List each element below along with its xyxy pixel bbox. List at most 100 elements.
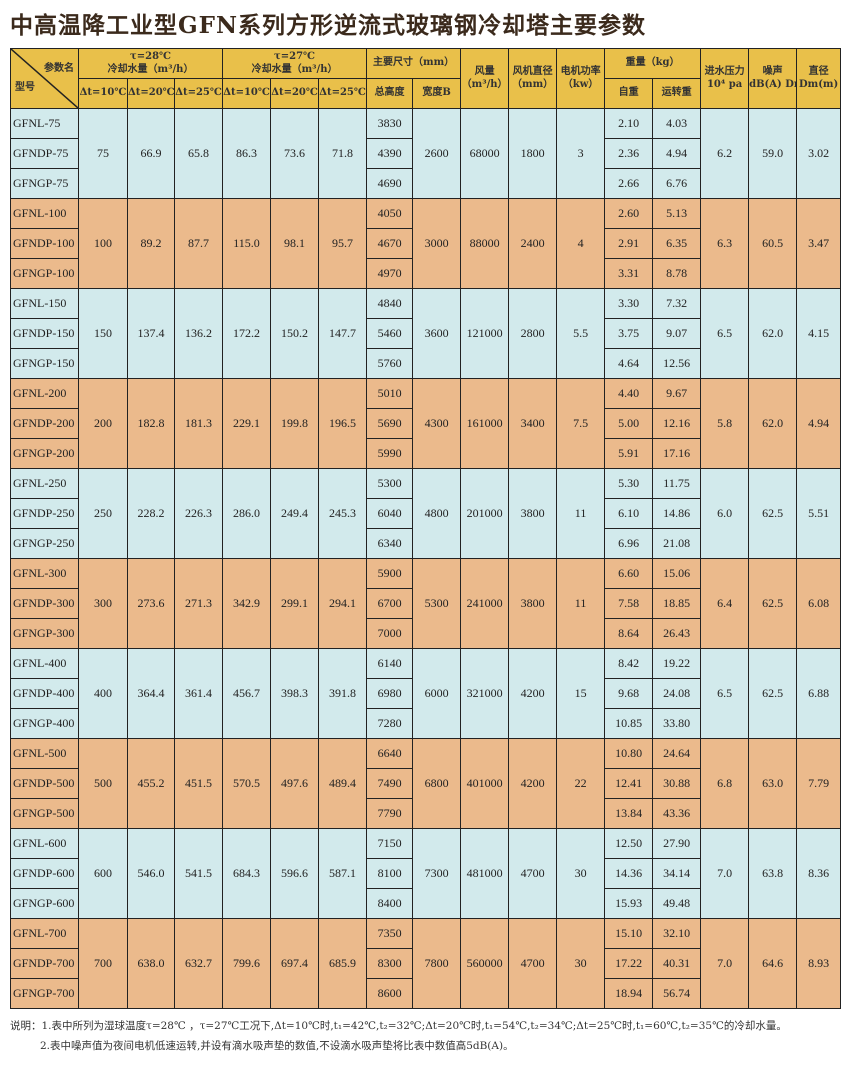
- table-row: GFNL-75 75 66.9 65.8 86.3 73.6 71.8 3830 2600 680…: [10, 108, 842, 199]
- header-t27-dt20: Δt=20℃: [270, 78, 320, 109]
- inlet-pressure-cell: 6.0: [700, 468, 750, 559]
- diameter-cell: 8.93: [796, 918, 842, 1009]
- t27-dt10-cell: 570.5: [222, 738, 272, 829]
- diagonal-line: [11, 49, 78, 108]
- table-row: GFNDP-600 8100 14.36 34.14: [10, 858, 841, 889]
- self-weight-cell: 6.96: [604, 528, 654, 559]
- model-cell: GFNL-700: [10, 918, 79, 949]
- t27-dt20-cell: 98.1: [270, 198, 320, 289]
- running-weight-cell: 6.76: [652, 168, 702, 199]
- self-weight-cell: 5.30: [604, 468, 654, 499]
- noise-cell: 60.5: [748, 198, 798, 289]
- header-t28-dt25: Δt=25℃: [173, 78, 224, 109]
- self-weight-cell: 9.68: [604, 678, 654, 709]
- self-weight-cell: 8.64: [604, 618, 654, 649]
- total-height-cell: 7280: [366, 708, 414, 739]
- diameter-cell: 5.51: [796, 468, 842, 559]
- noise-cell: 63.8: [748, 828, 798, 919]
- model-cell: GFNL-250: [10, 468, 79, 499]
- t28-dt25-cell: 65.8: [173, 108, 224, 199]
- self-weight-cell: 13.84: [604, 798, 654, 829]
- total-height-cell: 7490: [366, 768, 414, 799]
- t27-dt20-cell: 249.4: [270, 468, 320, 559]
- fan-diameter-cell: 4700: [508, 918, 558, 1009]
- diameter-cell: 3.02: [796, 108, 842, 199]
- t28-dt10-cell: 75: [78, 108, 128, 199]
- total-height-cell: 7350: [366, 918, 414, 949]
- table-row: GFNDP-500 7490 12.41 30.88: [10, 768, 841, 799]
- noise-unit: dB(A) Dm: [749, 78, 796, 90]
- motor-power-cell: 7.5: [556, 378, 606, 469]
- model-cell: GFNL-500: [10, 738, 79, 769]
- notes: 说明：1.表中所列为湿球温度τ=28℃ ，τ=27℃工况下,Δt=10℃时,t₁…: [10, 1016, 787, 1056]
- motor-power-unit: （kw）: [562, 78, 599, 90]
- air-volume-cell: 401000: [460, 738, 510, 829]
- motor-power-cell: 5.5: [556, 288, 606, 379]
- width-cell: 6000: [412, 648, 462, 739]
- t28-dt20-cell: 137.4: [127, 288, 175, 379]
- model-cell: GFNGP-75: [10, 168, 79, 199]
- model-cell: GFNL-300: [10, 558, 79, 589]
- fan-diameter-cell: 2400: [508, 198, 558, 289]
- fan-diameter-cell: 2800: [508, 288, 558, 379]
- self-weight-cell: 8.42: [604, 648, 654, 679]
- t28-dt10-cell: 500: [78, 738, 128, 829]
- t28-dt25-cell: 271.3: [173, 558, 224, 649]
- total-height-cell: 3830: [366, 108, 414, 139]
- t27-dt20-cell: 299.1: [270, 558, 320, 649]
- header-weight: 重量（kg）: [604, 48, 702, 79]
- running-weight-cell: 40.31: [652, 948, 702, 979]
- air-volume-cell: 121000: [460, 288, 510, 379]
- total-height-cell: 5900: [366, 558, 414, 589]
- t27-dt10-cell: 172.2: [222, 288, 272, 379]
- table-body: GFNL-75 75 66.9 65.8 86.3 73.6 71.8 3830 2600 680…: [10, 108, 842, 1009]
- model-cell: GFNL-100: [10, 198, 79, 229]
- model-cell: GFNGP-400: [10, 708, 79, 739]
- t28-dt20-cell: 364.4: [127, 648, 175, 739]
- t27-dt25-cell: 489.4: [318, 738, 368, 829]
- model-cell: GFNL-200: [10, 378, 79, 409]
- self-weight-cell: 4.64: [604, 348, 654, 379]
- diameter-label: 直径: [808, 66, 829, 77]
- noise-cell: 62.5: [748, 468, 798, 559]
- header-fan-diameter: 风机直径 （mm）: [508, 48, 558, 109]
- fan-diameter-cell: 3400: [508, 378, 558, 469]
- running-weight-cell: 34.14: [652, 858, 702, 889]
- total-height-cell: 4840: [366, 288, 414, 319]
- running-weight-cell: 12.56: [652, 348, 702, 379]
- running-weight-cell: 15.06: [652, 558, 702, 589]
- running-weight-cell: 9.07: [652, 318, 702, 349]
- running-weight-cell: 4.03: [652, 108, 702, 139]
- model-cell: GFNDP-300: [10, 588, 79, 619]
- model-cell: GFNDP-150: [10, 318, 79, 349]
- self-weight-cell: 3.75: [604, 318, 654, 349]
- model-cell: GFNGP-500: [10, 798, 79, 829]
- air-volume-cell: 88000: [460, 198, 510, 289]
- t27-dt25-cell: 196.5: [318, 378, 368, 469]
- running-weight-cell: 56.74: [652, 978, 702, 1009]
- inlet-pressure-cell: 6.3: [700, 198, 750, 289]
- air-volume-label: 风量: [474, 66, 495, 77]
- table-row: GFNL-500 500 455.2 451.5 570.5 497.6 489.4 6640…: [10, 738, 842, 829]
- model-cell: GFNL-150: [10, 288, 79, 319]
- t27-dt20-cell: 697.4: [270, 918, 320, 1009]
- t27-dt10-cell: 286.0: [222, 468, 272, 559]
- table-row: GFNL-600 600 546.0 541.5 684.3 596.6 587.1 7150…: [10, 828, 842, 919]
- model-cell: GFNGP-300: [10, 618, 79, 649]
- t28-dt20-cell: 66.9: [127, 108, 175, 199]
- total-height-cell: 4050: [366, 198, 414, 229]
- note-1: 说明：1.表中所列为湿球温度τ=28℃ ，τ=27℃工况下,Δt=10℃时,t₁…: [10, 1016, 787, 1036]
- table-row: GFNDP-300 6700 7.58 18.85: [10, 588, 841, 619]
- header-tau27: τ=27℃ 冷却水量（m³/h）: [222, 48, 368, 79]
- table-row: GFNDP-75 4390 2.36 4.94: [10, 138, 841, 169]
- model-cell: GFNDP-100: [10, 228, 79, 259]
- self-weight-cell: 10.80: [604, 738, 654, 769]
- self-weight-cell: 2.91: [604, 228, 654, 259]
- table-row: GFNDP-250 6040 6.10 14.86: [10, 498, 841, 529]
- t27-dt20-cell: 497.6: [270, 738, 320, 829]
- header-self-weight: 自重: [604, 78, 654, 109]
- t28-dt25-cell: 361.4: [173, 648, 224, 739]
- header-diameter: 直径 Dm(m): [796, 48, 842, 109]
- noise-cell: 62.0: [748, 288, 798, 379]
- t28-dt25-cell: 136.2: [173, 288, 224, 379]
